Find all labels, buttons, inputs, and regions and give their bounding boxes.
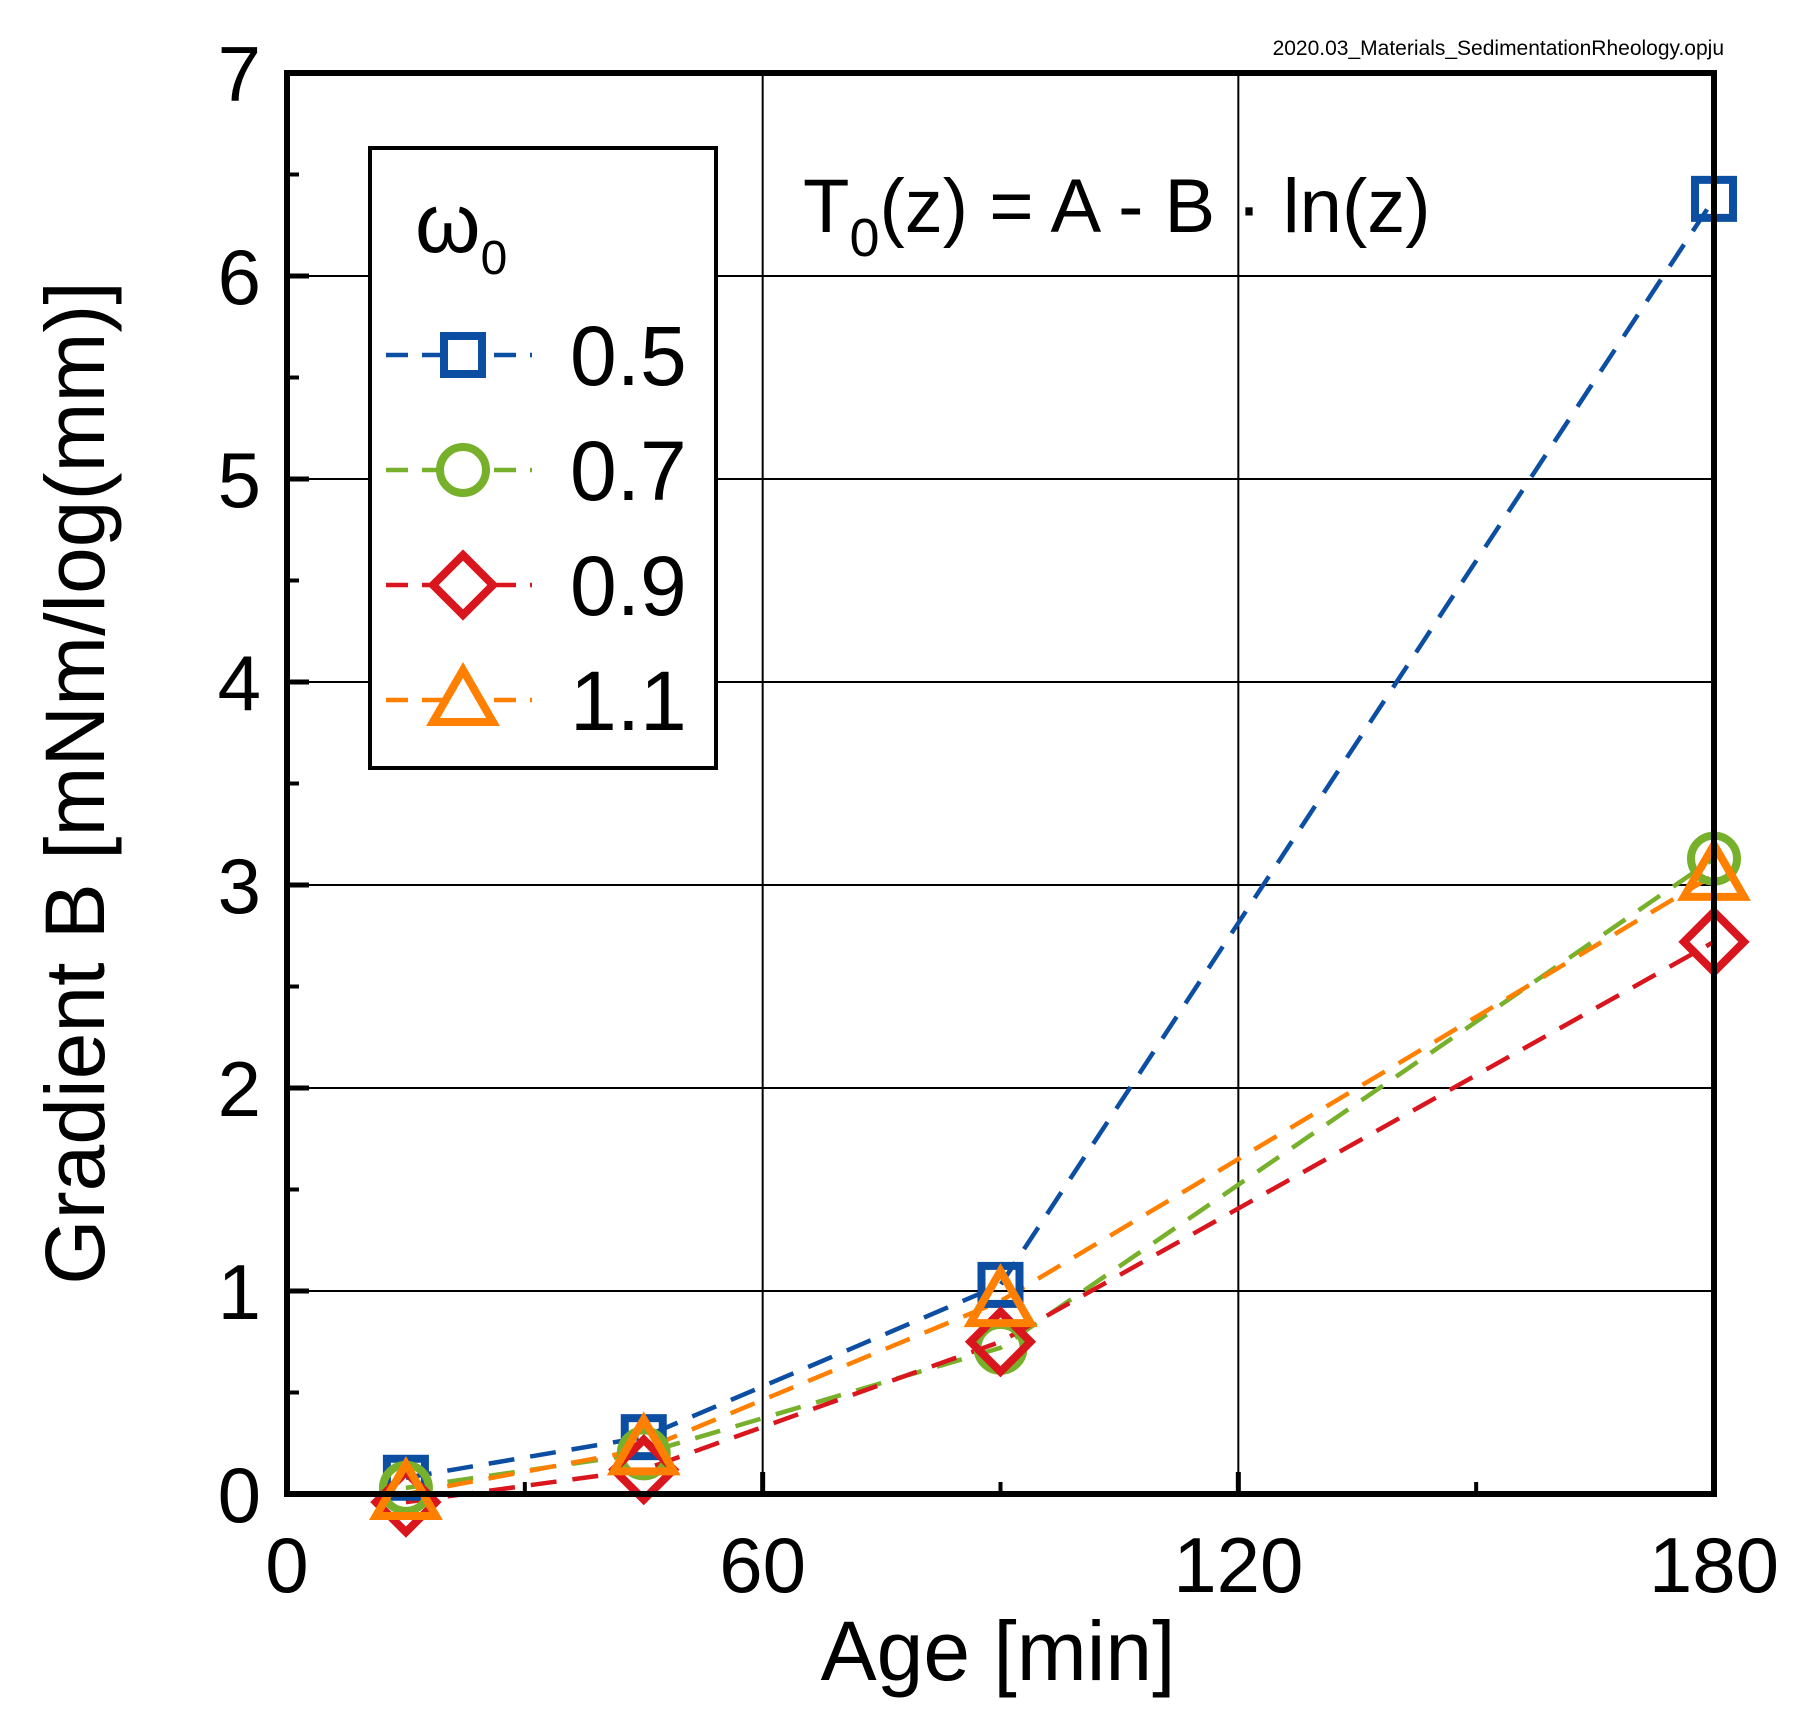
equation-rhs: (z) = A - B · ln(z)	[879, 164, 1430, 249]
y-tick-label: 6	[218, 233, 261, 321]
markers	[368, 175, 1751, 1538]
series-line-0.7	[405, 856, 1716, 1491]
x-tick-label: 120	[1173, 1521, 1303, 1609]
y-tick-label: 3	[218, 842, 261, 930]
y-tick-label: 5	[218, 436, 261, 524]
legend-marker-0.7	[436, 443, 490, 497]
legend-title-symbol: ω	[415, 176, 481, 270]
legend-label-1.1: 1.1	[570, 654, 687, 748]
series-line-0.5	[405, 197, 1716, 1480]
x-tick-label: 0	[265, 1521, 308, 1609]
x-tick-label: 60	[719, 1521, 806, 1609]
legend-marker-1.1	[426, 661, 500, 726]
fit-equation: T0(z) = A - B · ln(z)	[803, 164, 1431, 268]
legend-entries: 0.5 0.7 0.9 1.1	[386, 309, 687, 748]
data-point-0.9	[964, 1306, 1037, 1378]
equation-lhs: T	[803, 164, 849, 249]
data-point-1.1	[368, 1455, 443, 1520]
x-tick-labels: 0 60 120 180	[265, 1521, 1779, 1609]
legend-marker-0.9	[427, 549, 499, 621]
equation-subscript: 0	[849, 208, 879, 268]
legend-label-0.5: 0.5	[570, 309, 687, 403]
plot-frame	[284, 70, 1717, 1497]
legend-label-0.9: 0.9	[570, 539, 687, 633]
y-tick-label: 4	[218, 639, 261, 727]
y-tick-label: 1	[218, 1248, 261, 1336]
y-axis-title: Gradient B [mNm/log(mm)]	[28, 281, 122, 1285]
x-tick-label: 180	[1649, 1521, 1779, 1609]
x-axis-title: Age [min]	[821, 1604, 1176, 1698]
legend-label-0.7: 0.7	[570, 424, 687, 518]
legend: ω0 0.5 0.7 0.9 1.1	[368, 146, 718, 770]
series-line-0.9	[405, 939, 1716, 1505]
legend-box	[368, 146, 718, 770]
legend-marker-0.5	[440, 332, 486, 378]
y-tick-label: 7	[218, 30, 261, 118]
file-label: 2020.03_Materials_SedimentationRheology.…	[1273, 37, 1724, 60]
data-point-1.1	[963, 1263, 1038, 1328]
y-tick-label: 0	[218, 1451, 261, 1539]
legend-title-subscript: 0	[481, 232, 508, 285]
y-tick-label: 2	[218, 1045, 261, 1133]
series-line-1.1	[405, 872, 1716, 1497]
series-lines	[405, 197, 1716, 1505]
legend-title: ω0	[415, 176, 507, 285]
y-tick-labels: 0 1 2 3 4 5 6 7	[218, 30, 261, 1539]
data-point-1.1	[606, 1411, 681, 1476]
